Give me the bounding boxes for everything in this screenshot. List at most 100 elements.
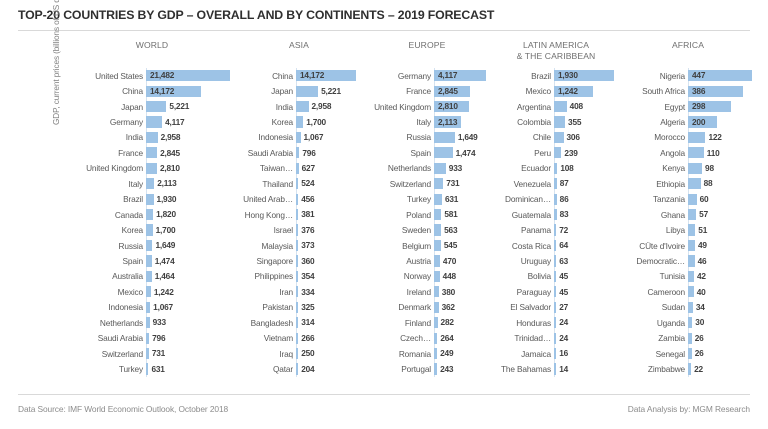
value-label: 731 bbox=[151, 348, 166, 359]
chart-row: Kenya 98 bbox=[620, 161, 756, 176]
category-label: Russia bbox=[406, 132, 432, 143]
value-label: 40 bbox=[696, 286, 706, 297]
bar-plot-area: 5,221 bbox=[146, 99, 236, 114]
category-label: Israel bbox=[273, 225, 294, 236]
category-label: Sudan bbox=[661, 302, 685, 313]
chart-row: Finland 282 bbox=[362, 315, 492, 330]
value-label: 64 bbox=[559, 240, 569, 251]
value-label: 204 bbox=[301, 363, 315, 374]
category-label: Zambia bbox=[658, 333, 685, 344]
bar-plot-area: 1,474 bbox=[146, 253, 236, 268]
value-axis-line bbox=[296, 68, 297, 377]
value-label: 354 bbox=[301, 271, 315, 282]
category-label: Bolivia bbox=[527, 271, 552, 282]
bar-plot-area: 108 bbox=[554, 161, 620, 176]
category-label: Japan bbox=[271, 86, 293, 97]
value-bar bbox=[146, 116, 163, 128]
category-label: Hong Kong… bbox=[244, 209, 293, 220]
category-label: Norway bbox=[403, 271, 431, 282]
value-bar bbox=[554, 270, 557, 282]
bar-plot-area: 282 bbox=[434, 315, 492, 330]
bar-plot-area: 1,067 bbox=[296, 130, 362, 145]
bar-plot-area: 380 bbox=[434, 284, 492, 299]
bar-plot-area: 2,958 bbox=[146, 130, 236, 145]
category-label: Switzerland bbox=[389, 178, 431, 189]
category-label: Indonesia bbox=[108, 302, 143, 313]
bar-plot-area: 110 bbox=[688, 145, 756, 160]
value-label: 796 bbox=[152, 332, 166, 343]
bar-plot-area: 24 bbox=[554, 330, 620, 345]
bar-plot-area: 1,242 bbox=[146, 284, 236, 299]
bar-plot-area: 45 bbox=[554, 284, 620, 299]
value-label: 376 bbox=[301, 224, 315, 235]
chart-row: Brazil 1,930 bbox=[492, 68, 620, 83]
value-label: 1,242 bbox=[153, 286, 174, 297]
bar-plot-area: 40 bbox=[688, 284, 756, 299]
value-label: 51 bbox=[698, 224, 708, 235]
value-bar bbox=[434, 286, 439, 298]
value-bar bbox=[688, 363, 692, 375]
category-label: Algeria bbox=[660, 117, 685, 128]
chart-row: Turkey 631 bbox=[362, 192, 492, 207]
bar-plot-area: 21,482 bbox=[146, 68, 236, 83]
chart-row: Portugal 243 bbox=[362, 361, 492, 376]
bar-plot-area: 731 bbox=[434, 176, 492, 191]
category-label: United Kingdom bbox=[374, 101, 431, 112]
value-bar bbox=[146, 100, 167, 113]
value-label: 26 bbox=[694, 348, 704, 359]
chart-row: Netherlands 933 bbox=[68, 315, 236, 330]
value-bar bbox=[688, 270, 694, 282]
bar-plot-area: 314 bbox=[296, 315, 362, 330]
value-label: 27 bbox=[559, 301, 569, 312]
value-label: 87 bbox=[559, 178, 569, 189]
category-label: Turkey bbox=[406, 194, 431, 205]
value-bar bbox=[434, 347, 438, 360]
value-label: 631 bbox=[444, 193, 459, 204]
chart-row: Peru 239 bbox=[492, 145, 620, 160]
data-analysis-text: Data Analysis by: MGM Research bbox=[627, 404, 750, 414]
category-label: Morocco bbox=[654, 132, 685, 143]
chart-row: Colombia 355 bbox=[492, 114, 620, 129]
category-label: Zimbabwe bbox=[647, 364, 685, 375]
category-label: Tanzania bbox=[652, 194, 685, 205]
chart-row: Ireland 380 bbox=[362, 284, 492, 299]
value-axis-line bbox=[688, 68, 689, 377]
value-label: 110 bbox=[706, 147, 720, 158]
chart-row: United Kingdom 2,810 bbox=[362, 99, 492, 114]
bar-plot-area: 57 bbox=[688, 207, 756, 222]
value-label: 5,221 bbox=[169, 101, 190, 112]
category-label: Austria bbox=[406, 255, 431, 266]
value-bar bbox=[434, 209, 442, 221]
bar-plot-area: 796 bbox=[296, 145, 362, 160]
bar-plot-area: 354 bbox=[296, 269, 362, 284]
category-label: Belgium bbox=[402, 240, 431, 251]
value-label: 314 bbox=[301, 317, 315, 328]
chart-row: Tunisia 42 bbox=[620, 269, 756, 284]
value-bar bbox=[434, 116, 461, 128]
chart-row: El Salvador 27 bbox=[492, 300, 620, 315]
value-label: 470 bbox=[442, 255, 457, 266]
bar-plot-area: 86 bbox=[554, 192, 620, 207]
value-bar bbox=[554, 239, 557, 252]
value-label: 631 bbox=[151, 363, 165, 374]
bar-plot-area: 1,700 bbox=[296, 114, 362, 129]
value-bar bbox=[554, 286, 557, 298]
bar-plot-area: 2,113 bbox=[434, 114, 492, 129]
chart-row: Nigeria 447 bbox=[620, 68, 756, 83]
value-label: 60 bbox=[699, 193, 709, 204]
chart-row: Angola 110 bbox=[620, 145, 756, 160]
bar-plot-area: 26 bbox=[688, 330, 756, 345]
category-label: Angola bbox=[660, 147, 685, 158]
value-bar bbox=[146, 286, 151, 298]
bar-plot-area: 200 bbox=[688, 114, 756, 129]
bar-plot-area: 1,242 bbox=[554, 83, 620, 98]
category-label: Netherlands bbox=[99, 317, 143, 328]
category-label: Ireland bbox=[406, 286, 431, 297]
category-label: Argentina bbox=[516, 101, 551, 112]
value-bar bbox=[688, 347, 692, 360]
bar-plot-area: 2,845 bbox=[434, 83, 492, 98]
category-label: Finland bbox=[404, 317, 431, 328]
chart-row: Mexico 1,242 bbox=[492, 83, 620, 98]
category-label: United Arab… bbox=[243, 194, 293, 205]
